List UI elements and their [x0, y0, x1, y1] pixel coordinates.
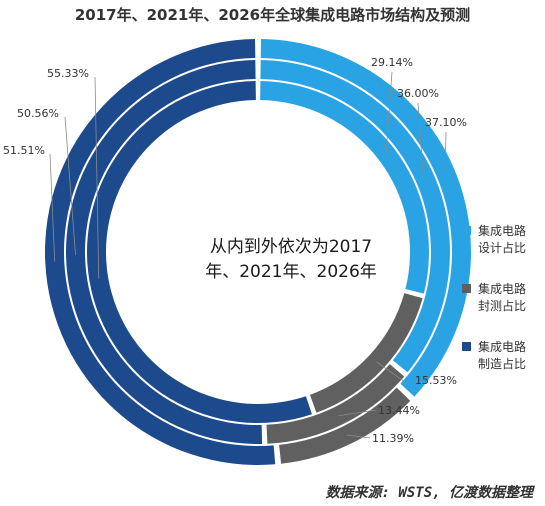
leader-line-2-design: [417, 102, 424, 175]
center-label-line-2: 年、2021年、2026年: [205, 262, 377, 282]
value-label-3-design: 37.10%: [425, 116, 467, 129]
leader-line-3-packaging-test: [346, 434, 371, 439]
value-label-1-manufacturing: 55.33%: [47, 67, 89, 80]
ring-2-slice-packaging-test: [266, 364, 405, 444]
ring-3-slice-packaging-test: [279, 387, 411, 464]
legend-label-design-line-1: 集成电路: [478, 223, 526, 238]
legend-label-manufacturing-line-1: 集成电路: [478, 339, 526, 354]
value-labels-group: 29.14% 15.53% 55.33% 36.00% 13.44% 50.56% 37.1…: [3, 56, 467, 445]
ring-2-slice-design: [260, 60, 450, 373]
legend-label-manufacturing-line-2: 制造占比: [478, 356, 526, 371]
legend-swatch-packaging-test: [462, 284, 471, 293]
value-label-2-manufacturing: 50.56%: [17, 107, 59, 120]
leader-line-3-design: [444, 131, 447, 172]
legend-swatch-design: [462, 226, 471, 235]
leader-line-3-manufacturing: [49, 153, 56, 262]
source-note: 数据来源: WSTS, 亿渡数据整理: [325, 485, 533, 501]
value-label-3-packaging-test: 11.39%: [372, 432, 414, 445]
rings-group: [45, 39, 472, 465]
legend-label-packaging-test-line-2: 封测占比: [478, 298, 526, 313]
leader-line-2-manufacturing: [64, 116, 76, 256]
value-label-1-design: 29.14%: [371, 56, 413, 69]
leader-line-1-manufacturing: [94, 76, 100, 279]
ring-1-slice-packaging-test: [309, 293, 423, 413]
value-label-2-packaging-test: 13.44%: [378, 404, 420, 417]
value-label-2-design: 36.00%: [397, 87, 439, 100]
ring-3-slice-design: [260, 39, 472, 397]
center-label-group: 从内到外依次为2017 年、2021年、2026年: [205, 237, 377, 282]
ring-1-slice-design: [260, 81, 429, 294]
value-label-3-manufacturing: 51.51%: [3, 144, 45, 157]
chart-title: 2017年、2021年、2026年全球集成电路市场结构及预测: [74, 6, 471, 24]
legend-swatch-manufacturing: [462, 342, 471, 351]
leader-line-1-design: [385, 71, 393, 154]
legend-label-design-line-2: 设计占比: [478, 240, 526, 255]
legend-label-packaging-test-line-1: 集成电路: [478, 281, 526, 296]
value-label-1-packaging-test: 15.53%: [415, 374, 457, 387]
leader-line-2-packaging-test: [338, 409, 377, 417]
leader-line-1-packaging-test: [376, 361, 406, 383]
center-label-line-1: 从内到外依次为2017: [210, 237, 372, 257]
